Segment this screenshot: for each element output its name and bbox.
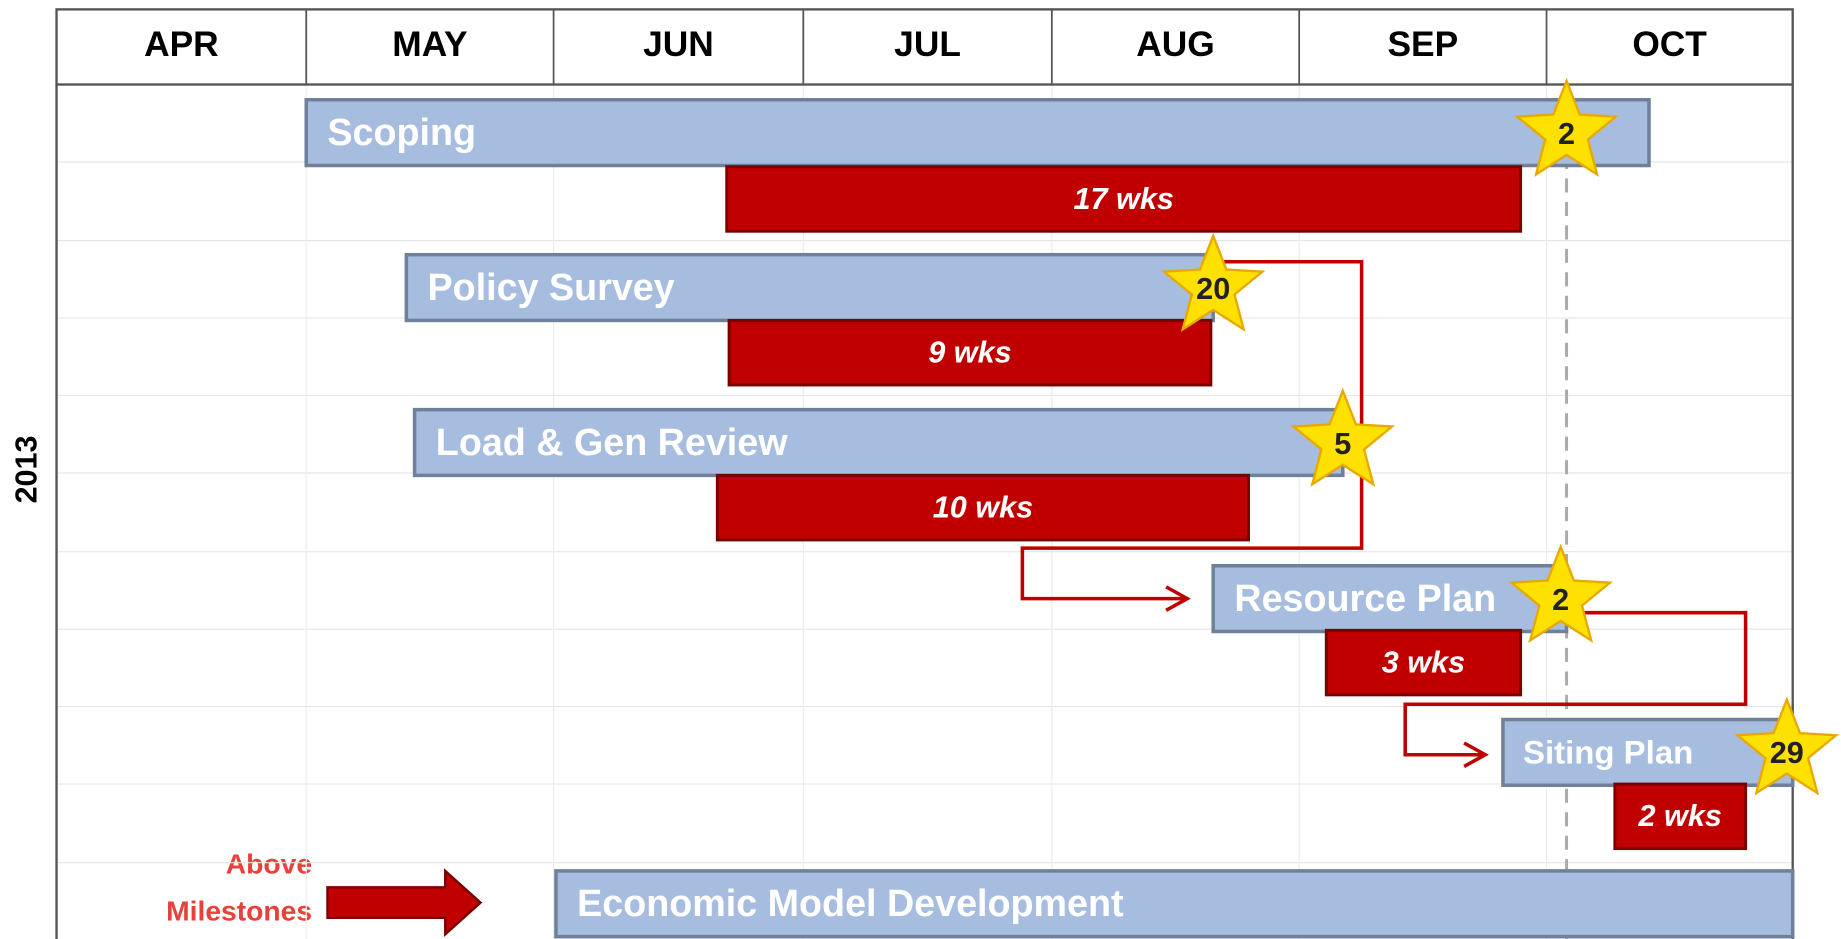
- duration-bar: [725, 165, 1523, 233]
- month-label: AUG: [1136, 25, 1215, 64]
- milestone-star: [1734, 696, 1840, 796]
- header: [55, 8, 1794, 86]
- duration-label: 2 wks: [1638, 799, 1722, 833]
- task-bar: [412, 407, 1345, 478]
- legend-text: Above: [226, 848, 312, 880]
- milestone-star: [1160, 232, 1266, 332]
- connector: [1403, 610, 1748, 757]
- duration-label: 10 wks: [933, 491, 1033, 525]
- task-label: Siting Plan: [1523, 733, 1693, 770]
- duration-bar: [1324, 628, 1523, 697]
- task-bar: [1211, 563, 1569, 634]
- milestone-label: 2: [1552, 583, 1569, 617]
- duration-label: 9 wks: [928, 336, 1011, 370]
- month-label: MAY: [392, 25, 467, 64]
- legend-text: Milestones: [166, 895, 312, 927]
- task-bar: [554, 869, 1795, 939]
- task-bar: [304, 98, 1651, 168]
- task-bar: [404, 252, 1215, 323]
- milestone-label: 2: [1558, 117, 1575, 151]
- milestone-star: [1508, 543, 1613, 644]
- duration-label: 17 wks: [1073, 182, 1173, 216]
- task-label: Resource Plan: [1234, 577, 1496, 619]
- month-label: JUN: [643, 25, 714, 64]
- connector: [1020, 259, 1364, 601]
- milestone-label: 5: [1334, 427, 1351, 461]
- task-label: Policy Survey: [428, 266, 675, 308]
- legend-arrow: [326, 868, 483, 937]
- task-label: Scoping: [327, 111, 476, 153]
- month-label: JUL: [894, 25, 961, 64]
- duration-bar: [727, 318, 1213, 387]
- duration-label: 3 wks: [1382, 645, 1465, 679]
- milestone-star: [1514, 77, 1619, 178]
- task-label: Economic Model Development: [577, 882, 1124, 924]
- duration-bar: [1613, 782, 1748, 851]
- connector-head: [1463, 741, 1489, 768]
- connector-head: [1165, 585, 1191, 612]
- task-label: Load & Gen Review: [436, 421, 788, 463]
- task-bar: [1501, 717, 1795, 787]
- month-label: SEP: [1388, 25, 1459, 64]
- month-label: OCT: [1632, 25, 1707, 64]
- milestone-label: 20: [1196, 272, 1230, 306]
- duration-bar: [715, 473, 1251, 542]
- milestone-star: [1290, 387, 1396, 487]
- month-label: APR: [144, 25, 219, 64]
- year-label: 2013: [9, 436, 43, 504]
- milestone-label: 29: [1770, 736, 1804, 770]
